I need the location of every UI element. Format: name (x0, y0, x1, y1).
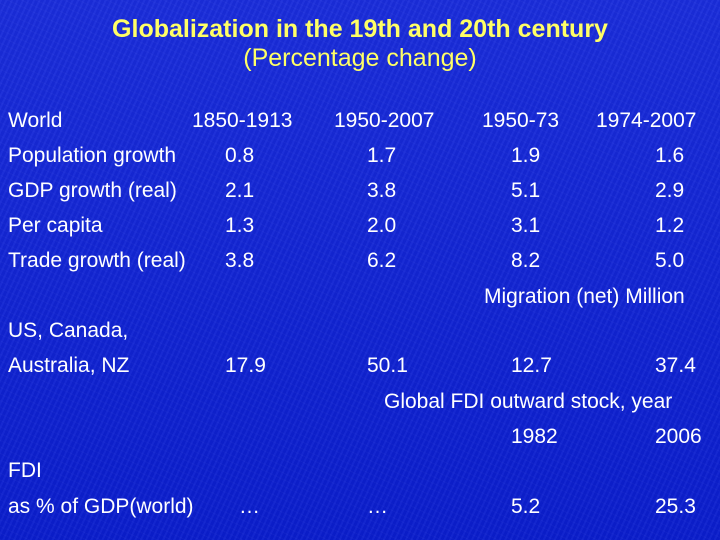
cell-fdi-1950-2007: … (367, 495, 388, 518)
fdi-label-line1: FDI (8, 459, 42, 482)
migration-label-line1: US, Canada, (8, 319, 129, 342)
fdi-stock-heading: Global FDI outward stock, year (384, 390, 673, 413)
migration-label-line2: Australia, NZ (8, 354, 130, 377)
cell-migration-1950-2007: 50.1 (367, 354, 408, 377)
cell-migration-1974-2007: 37.4 (655, 354, 696, 377)
row-label-population-growth: Population growth (8, 144, 177, 167)
fdi-stock-year-1982: 1982 (511, 425, 558, 448)
migration-heading: Migration (net) Million (484, 285, 685, 308)
cell-fdi-2006: 25.3 (655, 495, 696, 518)
cell-per-capita-1850-1913: 1.3 (225, 214, 255, 237)
cell-population-1950-73: 1.9 (511, 144, 541, 167)
header-world-label: World (8, 109, 63, 132)
row-label-trade-growth: Trade growth (real) (8, 249, 186, 272)
cell-fdi-1850-1913: … (239, 495, 260, 518)
cell-population-1974-2007: 1.6 (655, 144, 685, 167)
cell-trade-1850-1913: 3.8 (225, 249, 255, 272)
cell-fdi-1982: 5.2 (511, 495, 541, 518)
slide-subtitle: (Percentage change) (243, 44, 477, 72)
title-block: Globalization in the 19th and 20th centu… (0, 14, 720, 72)
row-label-per-capita: Per capita (8, 214, 103, 237)
fdi-stock-year-2006: 2006 (655, 425, 702, 448)
cell-per-capita-1974-2007: 1.2 (655, 214, 685, 237)
header-period-1950-2007: 1950-2007 (334, 109, 435, 132)
cell-gdp-1850-1913: 2.1 (225, 179, 255, 202)
header-period-1974-2007: 1974-2007 (596, 109, 697, 132)
cell-migration-1950-73: 12.7 (511, 354, 552, 377)
cell-gdp-1974-2007: 2.9 (655, 179, 685, 202)
cell-trade-1974-2007: 5.0 (655, 249, 685, 272)
cell-migration-1850-1913: 17.9 (225, 354, 266, 377)
header-period-1950-73: 1950-73 (482, 109, 560, 132)
cell-trade-1950-2007: 6.2 (367, 249, 397, 272)
cell-per-capita-1950-2007: 2.0 (367, 214, 397, 237)
cell-gdp-1950-2007: 3.8 (367, 179, 397, 202)
cell-population-1950-2007: 1.7 (367, 144, 397, 167)
header-period-1850-1913: 1850-1913 (192, 109, 293, 132)
fdi-label-line2: as % of GDP(world) (8, 495, 194, 518)
cell-per-capita-1950-73: 3.1 (511, 214, 541, 237)
slide-title: Globalization in the 19th and 20th centu… (112, 15, 608, 43)
cell-gdp-1950-73: 5.1 (511, 179, 541, 202)
cell-population-1850-1913: 0.8 (225, 144, 255, 167)
cell-trade-1950-73: 8.2 (511, 249, 541, 272)
row-label-gdp-growth: GDP growth (real) (8, 179, 177, 202)
